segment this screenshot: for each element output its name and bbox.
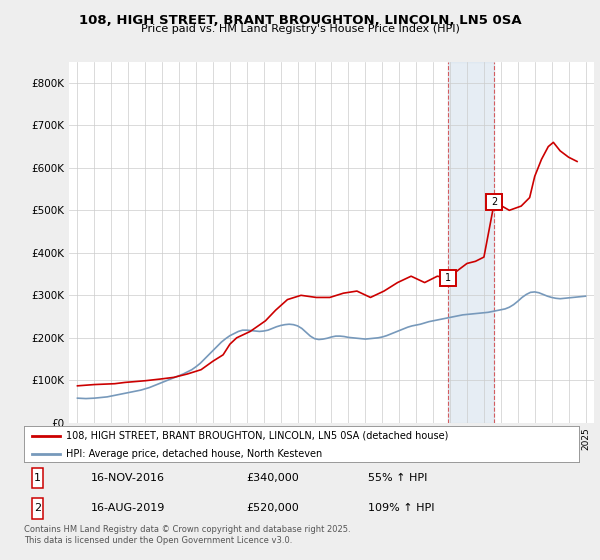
Text: £340,000: £340,000 [246,473,299,483]
Text: 55% ↑ HPI: 55% ↑ HPI [368,473,427,483]
Text: 2: 2 [491,197,497,207]
Text: 108, HIGH STREET, BRANT BROUGHTON, LINCOLN, LN5 0SA: 108, HIGH STREET, BRANT BROUGHTON, LINCO… [79,14,521,27]
Text: HPI: Average price, detached house, North Kesteven: HPI: Average price, detached house, Nort… [65,449,322,459]
FancyBboxPatch shape [32,468,43,488]
Text: 109% ↑ HPI: 109% ↑ HPI [368,503,434,514]
Text: 16-NOV-2016: 16-NOV-2016 [91,473,164,483]
Text: Price paid vs. HM Land Registry's House Price Index (HPI): Price paid vs. HM Land Registry's House … [140,24,460,34]
Text: 1: 1 [445,273,451,283]
Bar [448,62,494,423]
Text: 2: 2 [34,503,41,514]
Text: 1: 1 [34,473,41,483]
Text: £520,000: £520,000 [246,503,299,514]
Text: 16-AUG-2019: 16-AUG-2019 [91,503,165,514]
Text: Contains HM Land Registry data © Crown copyright and database right 2025.
This d: Contains HM Land Registry data © Crown c… [24,525,350,545]
FancyBboxPatch shape [32,498,43,519]
Text: 108, HIGH STREET, BRANT BROUGHTON, LINCOLN, LN5 0SA (detached house): 108, HIGH STREET, BRANT BROUGHTON, LINCO… [65,431,448,441]
